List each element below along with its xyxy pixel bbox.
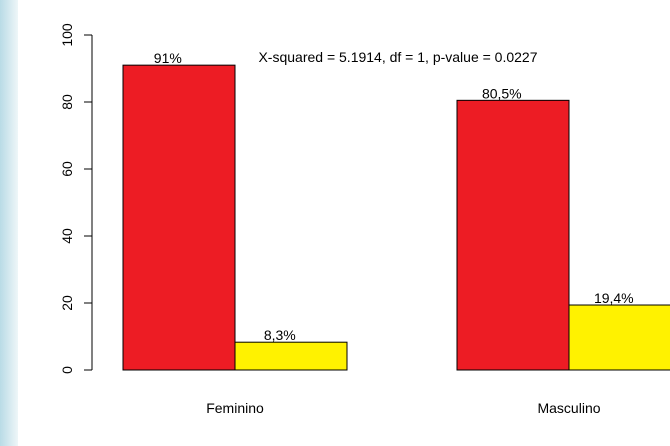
y-tick-label: 80 [59,94,75,110]
y-tick-label: 60 [59,161,75,177]
x-tick-label: Feminino [206,400,264,416]
bar [456,99,570,371]
y-tick-label: 20 [59,295,75,311]
bar [122,64,236,371]
y-tick-label: 100 [59,23,75,47]
bar [568,304,670,371]
bar [234,341,348,371]
x-tick-label: Masculino [537,400,600,416]
y-tick-label: 40 [59,228,75,244]
value-label: 91% [154,50,182,66]
y-tick-label: 0 [59,366,75,374]
value-label: 19,4% [594,290,634,306]
side-strip [0,0,18,446]
annotation: X-squared = 5.1914, df = 1, p-value = 0.… [258,49,537,65]
value-label: 80,5% [482,85,522,101]
value-label: 8,3% [264,327,296,343]
